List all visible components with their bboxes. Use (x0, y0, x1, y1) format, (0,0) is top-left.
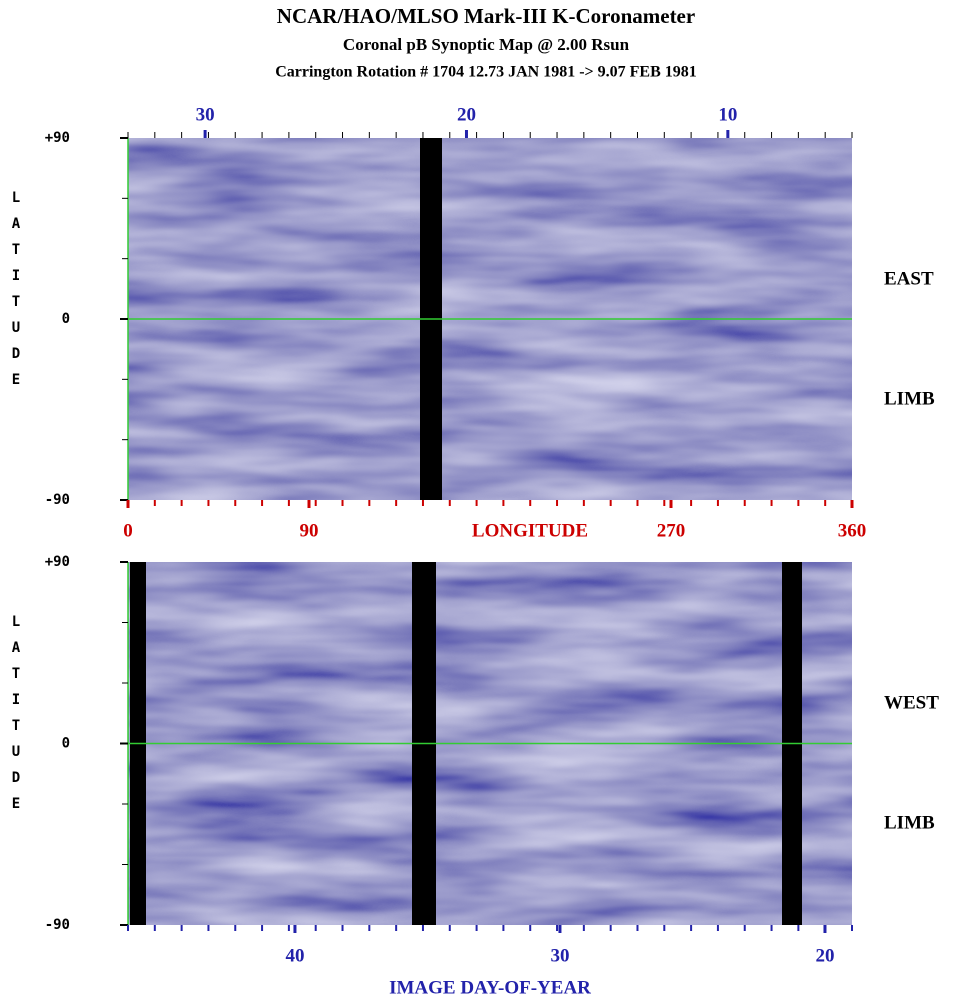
y-tick-label: +90 (45, 554, 70, 570)
title: NCAR/HAO/MLSO Mark-III K-Coronameter (277, 4, 695, 28)
y-tick-label: 0 (62, 311, 70, 327)
x-axis-label: IMAGE DAY-OF-YEAR (389, 977, 591, 998)
y-tick-label: 0 (62, 736, 70, 752)
x-tick-label: 90 (300, 520, 319, 541)
annotation: EAST (884, 268, 934, 289)
x-tick-label: 20 (815, 945, 834, 966)
x-axis-label: LONGITUDE (472, 520, 588, 541)
y-tick-label: +90 (45, 130, 70, 146)
y-tick-label: -90 (45, 917, 70, 933)
x2-tick-label: 10 (718, 104, 737, 125)
x-tick-label: 360 (838, 520, 867, 541)
annotation: WEST (884, 692, 939, 713)
x2-tick-label: 20 (457, 104, 476, 125)
x2-tick-label: 30 (196, 104, 215, 125)
x-tick-label: 270 (657, 520, 686, 541)
annotation: LIMB (884, 812, 935, 833)
rotation: Carrington Rotation # 1704 12.73 JAN 198… (275, 64, 697, 81)
y-axis-label: LATITUDE (8, 614, 24, 822)
y-tick-label: -90 (45, 492, 70, 508)
subtitle: Coronal pB Synoptic Map @ 2.00 Rsun (343, 35, 630, 54)
x-tick-label: 0 (123, 520, 133, 541)
x-tick-label: 40 (285, 945, 304, 966)
annotation: LIMB (884, 388, 935, 409)
x-tick-label: 30 (550, 945, 569, 966)
y-axis-label: LATITUDE (8, 190, 24, 398)
